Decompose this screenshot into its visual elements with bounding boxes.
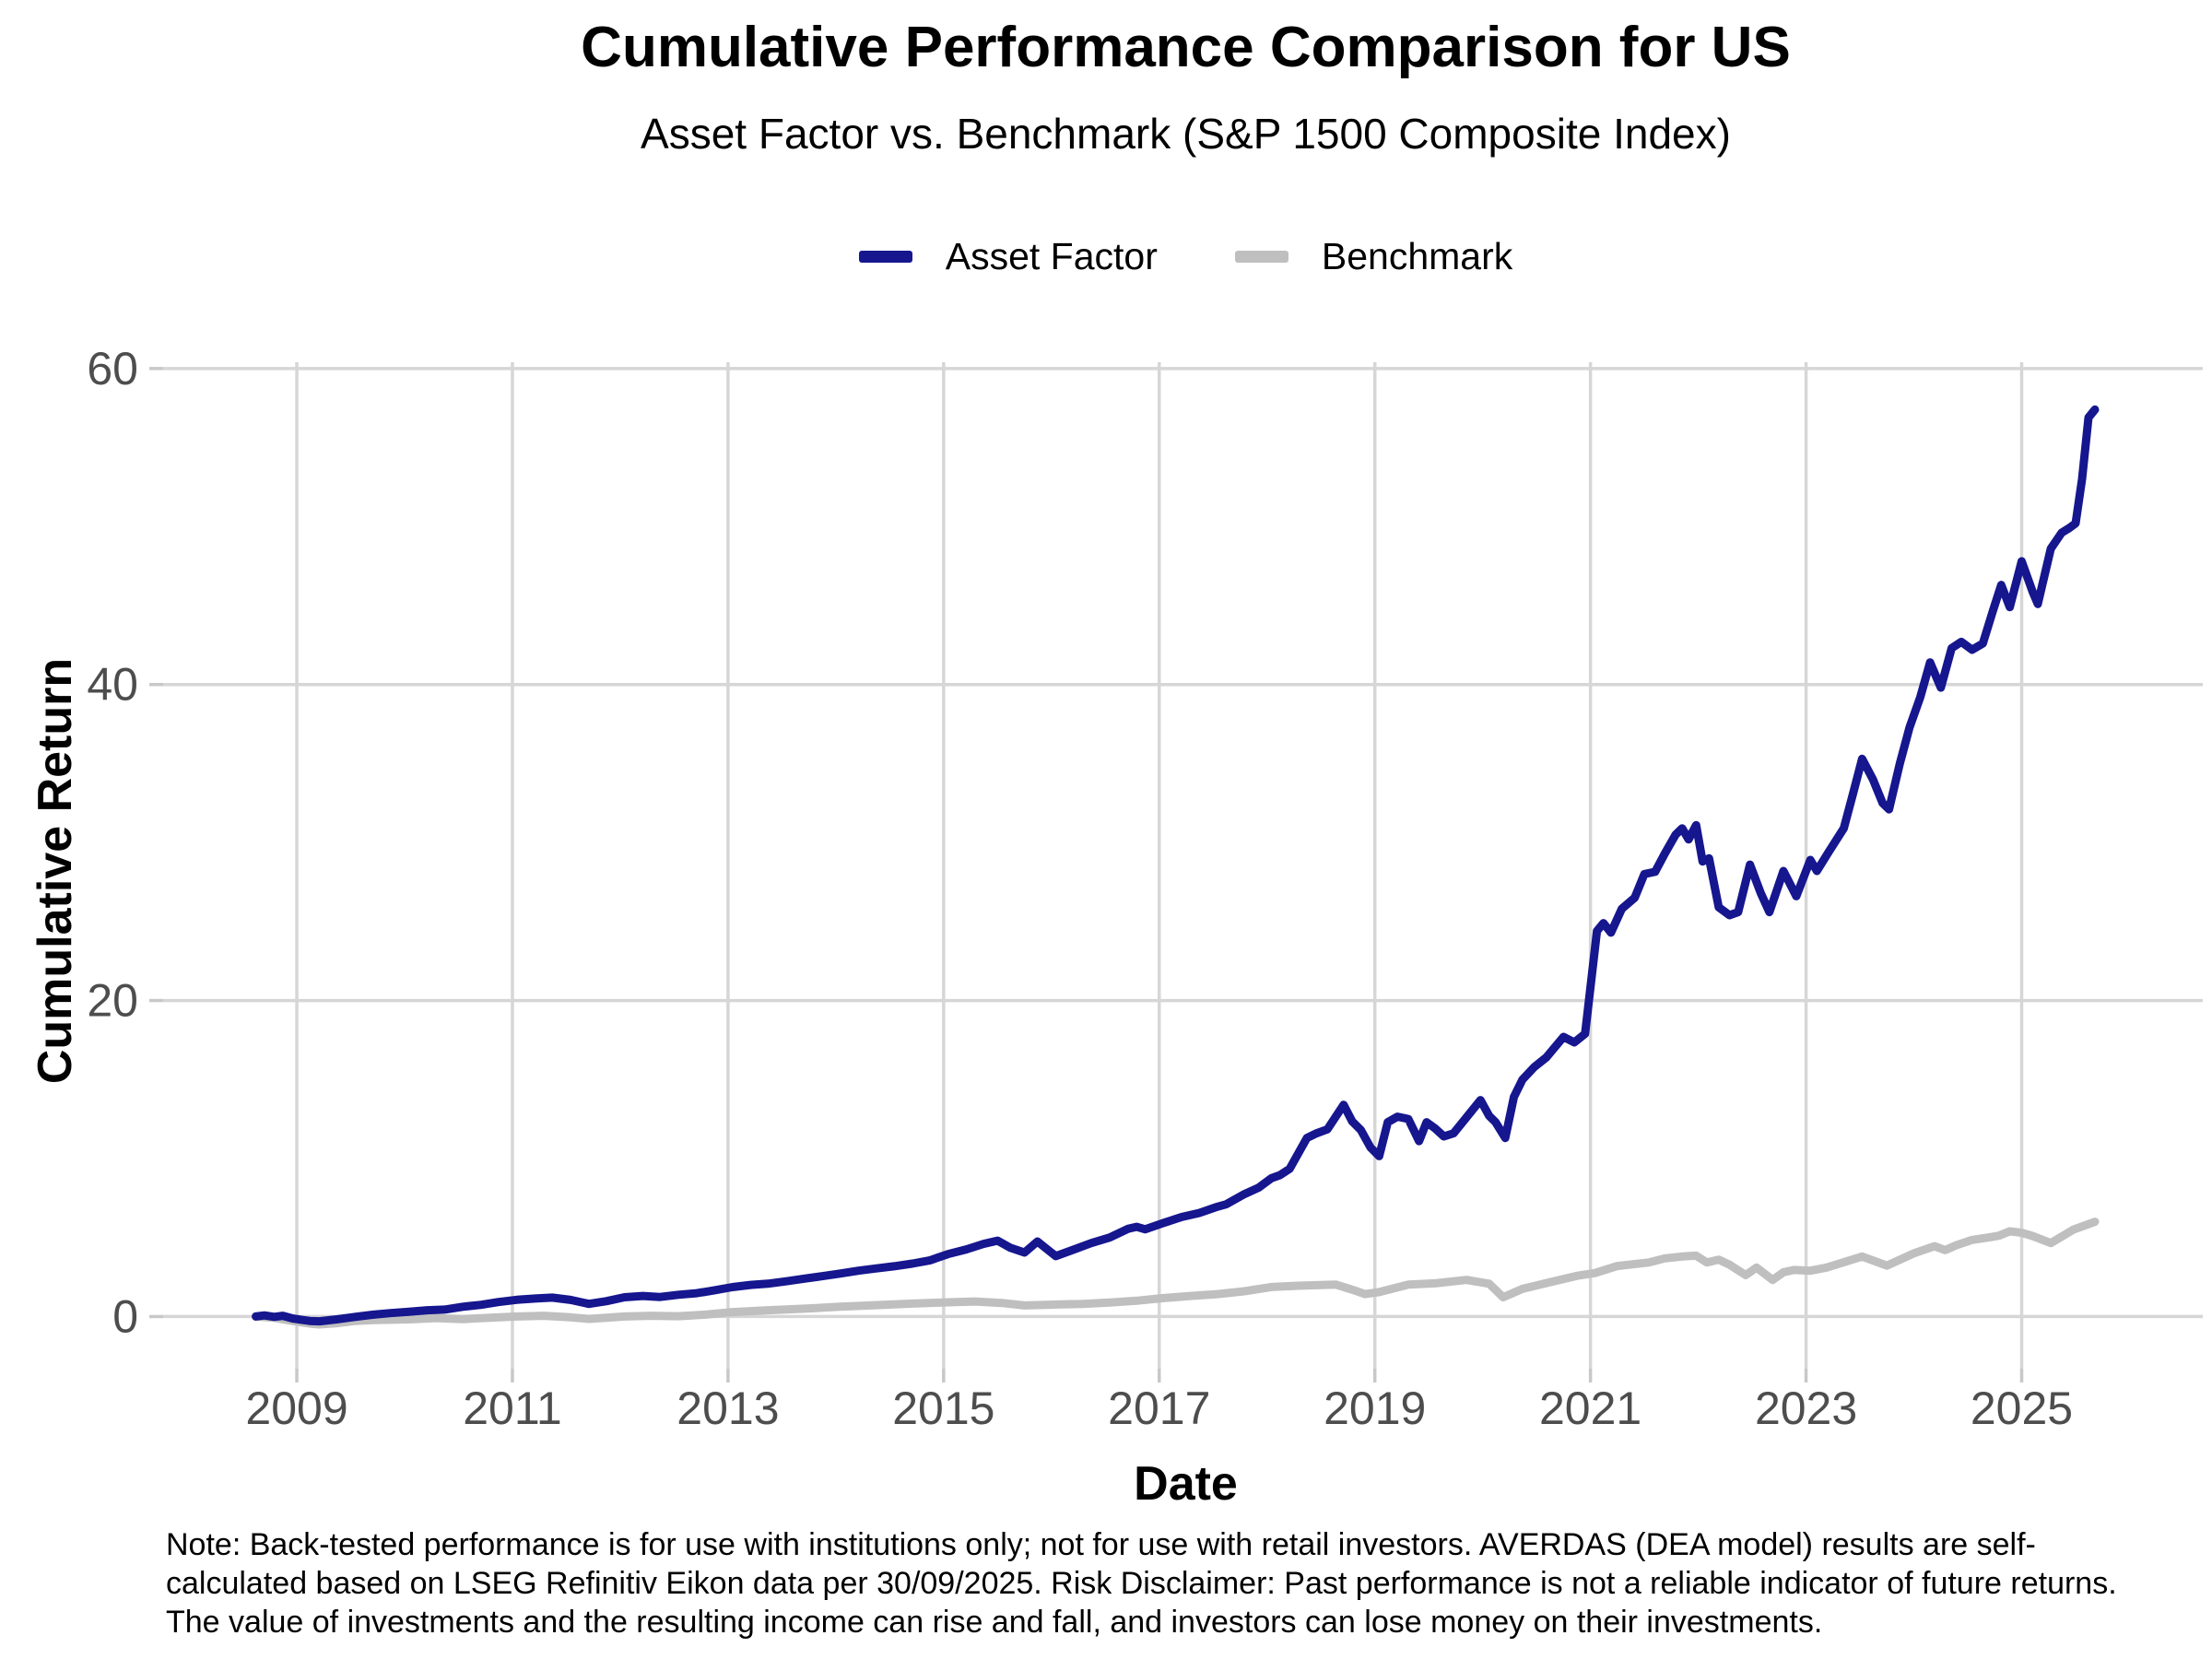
x-tick-label: 2011 <box>463 1382 562 1434</box>
x-tick-label: 2021 <box>1539 1382 1641 1434</box>
benchmark-line-icon <box>1234 251 1288 263</box>
chart-title: Cumulative Performance Comparison for US <box>581 16 1791 79</box>
legend-item-asset-factor: Asset Factor <box>858 235 1158 278</box>
benchmark-line <box>252 1218 2100 1329</box>
y-tick-label: 60 <box>87 343 138 394</box>
x-tick-label: 2017 <box>1108 1382 1210 1434</box>
x-axis-title: Date <box>1134 1457 1238 1511</box>
legend-label-asset-factor: Asset Factor <box>945 235 1158 277</box>
legend-label-benchmark: Benchmark <box>1321 235 1513 277</box>
tick-marks <box>149 367 2024 1382</box>
tick-labels: 2009 2011 2013 2015 2017 2019 2021 2023 2025 0 20 4… <box>87 343 2073 1434</box>
x-tick-label: 2019 <box>1324 1382 1426 1434</box>
asset-factor-line <box>252 405 2100 1326</box>
x-tick-label: 2015 <box>892 1382 994 1434</box>
legend: Asset Factor Benchmark <box>169 235 2203 278</box>
footnote: Note: Back-tested performance is for use… <box>166 1527 2117 1640</box>
series-layer <box>252 405 2100 1329</box>
x-tick-label: 2009 <box>245 1382 347 1434</box>
legend-item-benchmark: Benchmark <box>1234 235 1513 278</box>
asset-factor-line-icon <box>858 251 912 263</box>
chart-subtitle: Asset Factor vs. Benchmark (S&P 1500 Com… <box>641 110 1731 158</box>
x-tick-label: 2013 <box>677 1382 779 1434</box>
x-tick-label: 2023 <box>1755 1382 1857 1434</box>
y-tick-label: 0 <box>112 1290 138 1342</box>
y-tick-label: 20 <box>87 975 138 1027</box>
y-tick-label: 40 <box>87 659 138 711</box>
x-tick-label: 2025 <box>1971 1382 2073 1434</box>
